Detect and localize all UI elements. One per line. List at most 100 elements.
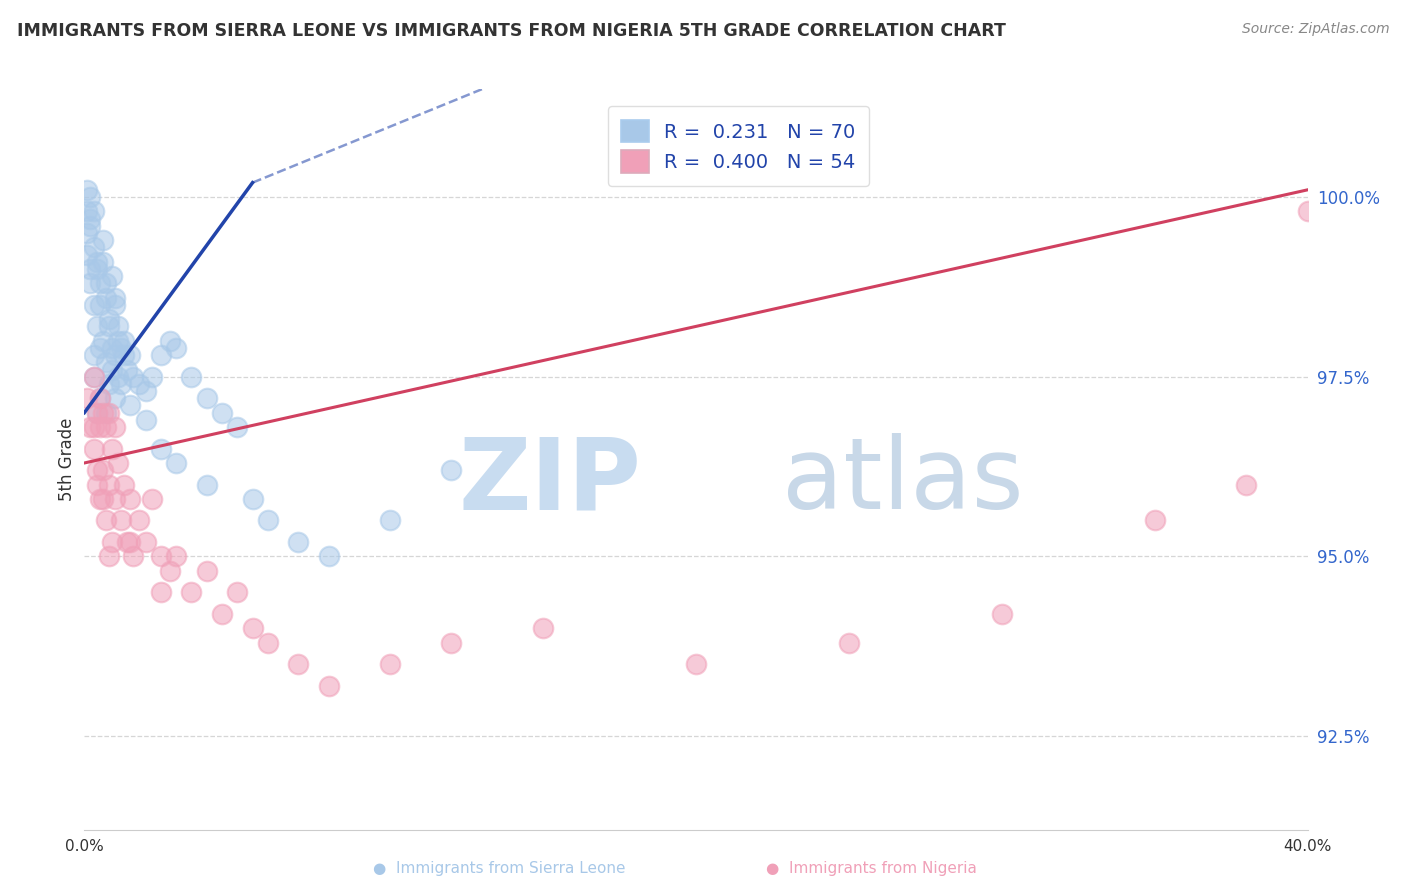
Point	[120, 491, 142, 506]
Point	[89, 341, 111, 355]
Point	[79, 190, 101, 204]
Point	[107, 369, 129, 384]
Point	[318, 549, 340, 564]
Point	[149, 348, 172, 362]
Point	[440, 635, 463, 649]
Y-axis label: 5th Grade: 5th Grade	[58, 417, 76, 501]
Point	[107, 334, 129, 348]
Point	[83, 298, 105, 312]
Point	[195, 564, 218, 578]
Point	[257, 635, 280, 649]
Point	[991, 607, 1014, 621]
Point	[94, 277, 117, 291]
Point	[79, 219, 101, 233]
Point	[104, 348, 127, 362]
Point	[211, 607, 233, 621]
Point	[120, 399, 142, 413]
Text: Source: ZipAtlas.com: Source: ZipAtlas.com	[1241, 22, 1389, 37]
Point	[83, 204, 105, 219]
Point	[94, 355, 117, 369]
Point	[141, 369, 163, 384]
Point	[120, 535, 142, 549]
Point	[91, 463, 114, 477]
Point	[76, 183, 98, 197]
Point	[149, 549, 172, 564]
Point	[94, 513, 117, 527]
Point	[1143, 513, 1166, 527]
Point	[83, 442, 105, 456]
Point	[380, 657, 402, 672]
Point	[180, 369, 202, 384]
Point	[242, 621, 264, 635]
Point	[287, 535, 309, 549]
Point	[226, 420, 249, 434]
Point	[685, 657, 707, 672]
Point	[257, 513, 280, 527]
Point	[94, 291, 117, 305]
Point	[97, 406, 120, 420]
Point	[226, 585, 249, 599]
Point	[141, 491, 163, 506]
Point	[83, 348, 105, 362]
Point	[165, 456, 187, 470]
Point	[94, 406, 117, 420]
Point	[91, 406, 114, 420]
Point	[91, 491, 114, 506]
Point	[97, 312, 120, 326]
Point	[165, 341, 187, 355]
Point	[107, 319, 129, 334]
Point	[79, 277, 101, 291]
Point	[135, 413, 157, 427]
Point	[112, 477, 135, 491]
Point	[89, 491, 111, 506]
Legend: R =  0.231   N = 70, R =  0.400   N = 54: R = 0.231 N = 70, R = 0.400 N = 54	[607, 106, 869, 186]
Point	[86, 477, 108, 491]
Point	[122, 549, 145, 564]
Point	[104, 291, 127, 305]
Point	[380, 513, 402, 527]
Point	[101, 535, 124, 549]
Point	[180, 585, 202, 599]
Point	[101, 442, 124, 456]
Point	[135, 535, 157, 549]
Point	[135, 384, 157, 398]
Point	[101, 269, 124, 284]
Point	[128, 376, 150, 391]
Point	[112, 334, 135, 348]
Text: IMMIGRANTS FROM SIERRA LEONE VS IMMIGRANTS FROM NIGERIA 5TH GRADE CORRELATION CH: IMMIGRANTS FROM SIERRA LEONE VS IMMIGRAN…	[17, 22, 1005, 40]
Point	[76, 247, 98, 261]
Point	[97, 549, 120, 564]
Point	[91, 334, 114, 348]
Point	[159, 334, 181, 348]
Point	[86, 406, 108, 420]
Text: atlas: atlas	[782, 434, 1024, 530]
Point	[101, 341, 124, 355]
Point	[83, 420, 105, 434]
Point	[86, 261, 108, 276]
Point	[79, 420, 101, 434]
Point	[89, 392, 111, 406]
Point	[149, 585, 172, 599]
Point	[86, 406, 108, 420]
Point	[86, 463, 108, 477]
Point	[122, 369, 145, 384]
Point	[79, 211, 101, 226]
Point	[110, 513, 132, 527]
Point	[97, 376, 120, 391]
Point	[287, 657, 309, 672]
Point	[838, 635, 860, 649]
Point	[159, 564, 181, 578]
Point	[110, 376, 132, 391]
Text: ZIP: ZIP	[458, 434, 641, 530]
Point	[112, 348, 135, 362]
Point	[97, 477, 120, 491]
Point	[91, 233, 114, 247]
Point	[107, 456, 129, 470]
Point	[1296, 204, 1319, 219]
Point	[318, 679, 340, 693]
Point	[104, 392, 127, 406]
Point	[115, 362, 138, 376]
Point	[128, 513, 150, 527]
Point	[104, 491, 127, 506]
Point	[110, 341, 132, 355]
